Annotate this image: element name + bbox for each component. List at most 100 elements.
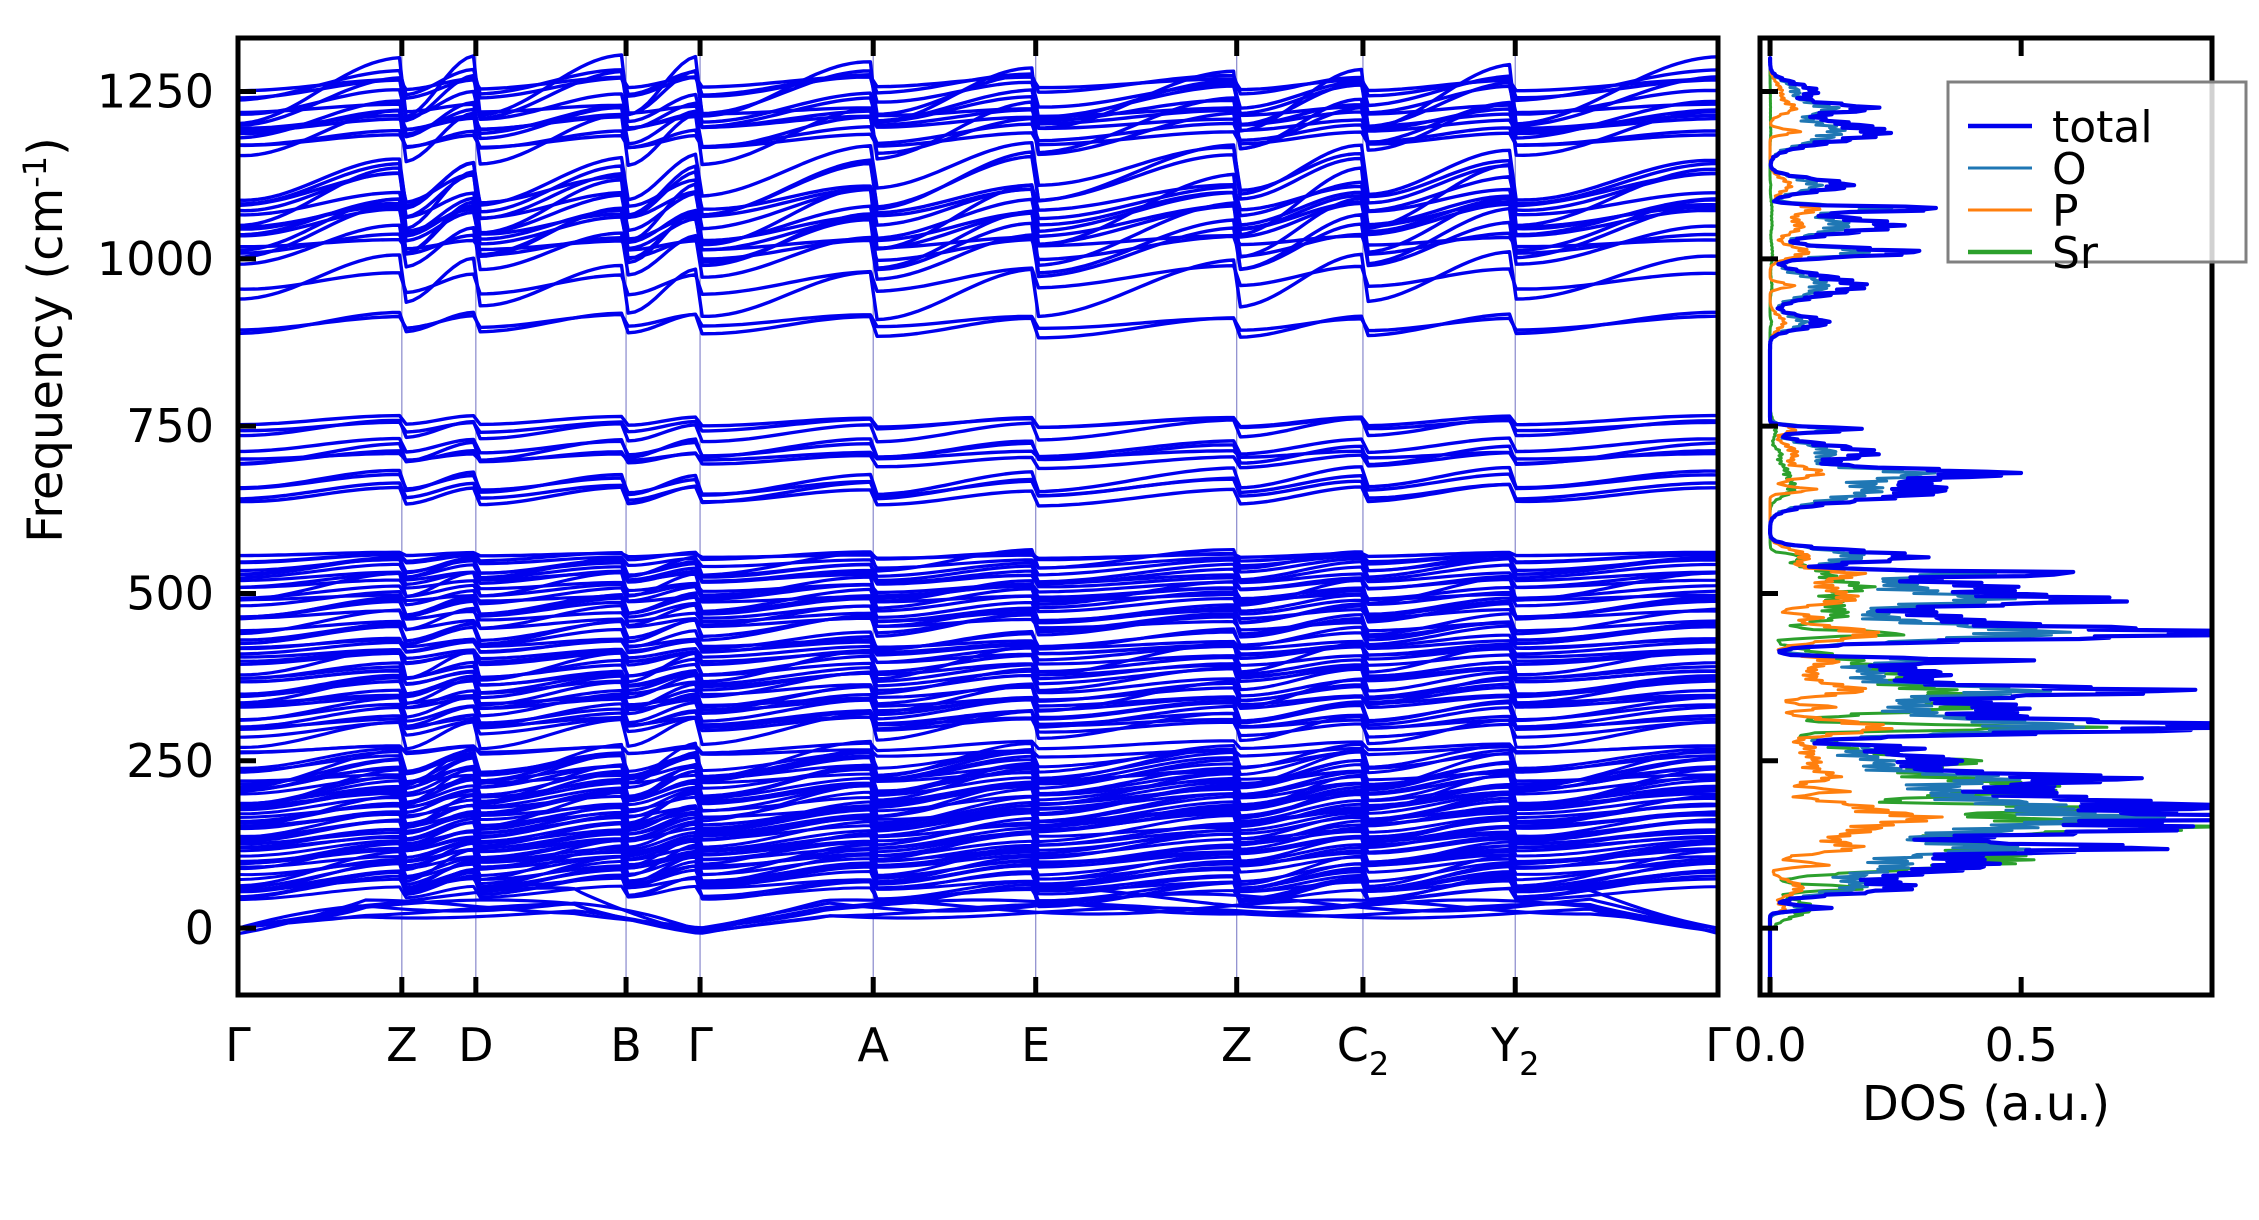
- y-tick-label: 1000: [97, 232, 214, 286]
- acoustic-band: [238, 906, 1718, 935]
- band-line: [238, 853, 1718, 893]
- band-line: [238, 715, 1718, 739]
- x-tick-label: C2: [1337, 1018, 1389, 1083]
- band-line: [238, 312, 1718, 333]
- band-line: [238, 53, 1718, 133]
- x-tick-label: Z: [386, 1018, 418, 1072]
- band-line: [238, 153, 1718, 221]
- band-line: [238, 171, 1718, 221]
- legend-label-Sr: Sr: [2052, 228, 2099, 279]
- band-line: [238, 792, 1718, 827]
- bands-y-ticks: [238, 89, 256, 931]
- band-curves: [238, 38, 1718, 995]
- x-tick-label: Γ: [1705, 1018, 1731, 1072]
- legend-label-total: total: [2052, 102, 2153, 153]
- band-line: [238, 823, 1718, 852]
- band-line: [238, 556, 1718, 578]
- x-tick-label: E: [1021, 1018, 1050, 1072]
- y-tick-label: 750: [126, 399, 214, 453]
- band-line: [238, 220, 1718, 281]
- band-line: [238, 201, 1718, 252]
- y-tick-label: 1250: [97, 65, 214, 119]
- band-line: [238, 792, 1718, 833]
- legend-label-P: P: [2052, 186, 2079, 237]
- y-tick-label: 500: [126, 566, 214, 620]
- band-line: [238, 102, 1718, 118]
- dos-x-ticks: [1767, 38, 2024, 995]
- band-line: [238, 829, 1718, 854]
- dos-y-ticks: [1760, 89, 1778, 931]
- band-line: [238, 763, 1718, 807]
- y-tick-label: 0: [185, 901, 214, 955]
- bands-x-ticks: [235, 38, 1721, 995]
- legend-label-O: O: [2052, 144, 2087, 195]
- band-line: [238, 465, 1718, 497]
- acoustic-band: [238, 902, 1718, 935]
- ylabel-main: Frequency (cm: [18, 188, 74, 543]
- dos-curves: [1767, 56, 2212, 995]
- x-tick-label: Y2: [1490, 1018, 1539, 1083]
- ylabel-tail: ): [18, 137, 74, 156]
- x-tick-label: Γ: [225, 1018, 251, 1072]
- dos-panel: 0.0 0.5 DOS (a.u.): [1733, 35, 2215, 1132]
- band-line: [238, 550, 1718, 564]
- band-line: [238, 643, 1718, 661]
- band-line: [238, 550, 1718, 560]
- band-line: [238, 698, 1718, 729]
- y-axis-title-text: Frequency (cm-1): [16, 137, 74, 543]
- band-line: [238, 744, 1718, 759]
- band-line: [238, 884, 1718, 904]
- band-line: [238, 570, 1718, 585]
- band-line: [238, 108, 1718, 132]
- band-line: [238, 437, 1718, 467]
- band-line: [238, 74, 1718, 93]
- x-tick-label: B: [610, 1018, 642, 1072]
- band-line: [238, 650, 1718, 667]
- x-tick-label: Z: [1221, 1018, 1253, 1072]
- y-axis-title: Frequency (cm-1): [16, 137, 74, 543]
- bands-axes-frame: [235, 35, 1721, 998]
- band-line: [238, 839, 1718, 868]
- band-line: [238, 608, 1718, 624]
- band-line: [238, 99, 1718, 157]
- band-line: [238, 671, 1718, 699]
- band-line: [238, 654, 1718, 681]
- dos-x-tick-label: 0.5: [1985, 1018, 2058, 1072]
- band-line: [238, 587, 1718, 619]
- band-line: [238, 203, 1718, 275]
- acoustic-band: [238, 892, 1718, 936]
- band-line: [238, 748, 1718, 793]
- band-line: [238, 472, 1718, 498]
- band-line: [238, 413, 1718, 429]
- y-tick-label: 250: [126, 734, 214, 788]
- band-line: [238, 739, 1718, 756]
- dos-x-tick-labels: 0.0 0.5: [1733, 1018, 2057, 1072]
- bands-x-tick-labels: Γ Z D B Γ A E Z C2 Y2 Γ: [225, 1018, 1731, 1083]
- band-line: [238, 190, 1718, 245]
- bands-y-tick-labels: 0 250 500 750 1000 1250: [97, 65, 214, 956]
- band-line: [238, 264, 1718, 297]
- band-line: [238, 578, 1718, 594]
- band-line: [238, 805, 1718, 836]
- dos-line-#0000ee: [1767, 56, 2212, 995]
- x-tick-label: D: [458, 1018, 493, 1072]
- band-line: [238, 310, 1718, 340]
- band-line: [238, 233, 1718, 252]
- band-line: [238, 163, 1718, 251]
- band-line: [238, 436, 1718, 459]
- legend-box: [1946, 80, 2248, 264]
- x-tick-label: A: [857, 1018, 889, 1072]
- x-tick-label: Γ: [687, 1018, 713, 1072]
- band-line: [238, 95, 1718, 136]
- dos-axis-title: DOS (a.u.): [1862, 1076, 2110, 1132]
- band-line: [238, 143, 1718, 217]
- band-line: [238, 68, 1718, 128]
- ylabel-sup: -1: [16, 156, 54, 188]
- band-line: [238, 748, 1718, 782]
- band-line: [238, 847, 1718, 869]
